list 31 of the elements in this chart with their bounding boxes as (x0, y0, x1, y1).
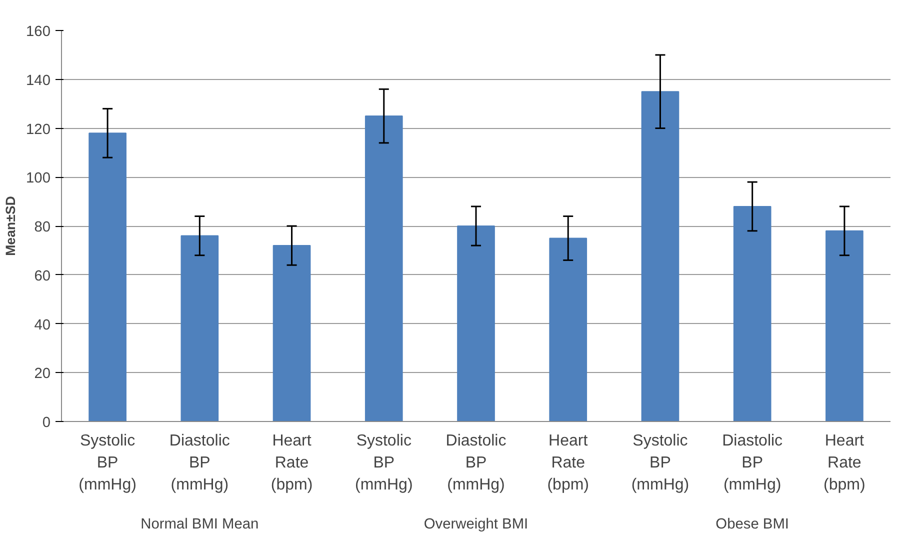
y-tick-label: 0 (42, 415, 51, 431)
y-tick-label: 120 (26, 122, 51, 138)
text: Obese BMI (716, 516, 789, 532)
bar (88, 132, 126, 422)
x-tick-label: Diastolic BP (mmHg) (169, 432, 230, 494)
x-tick-label: Systolic BP (mmHg) (355, 432, 413, 494)
bar (272, 245, 311, 422)
bar (733, 206, 772, 422)
bar (457, 226, 495, 422)
x-tick-label: Systolic BP (mmHg) (78, 432, 136, 494)
text: Overweight BMI (424, 516, 528, 532)
bar (364, 116, 403, 422)
y-tick-label: 100 (26, 170, 51, 187)
y-tick-label: 80 (34, 220, 51, 236)
x-tick-label: Diastolic BP (mmHg) (446, 432, 506, 494)
x-tick-label: Diastolic BP (mmHg) (722, 432, 783, 494)
y-tick-label: 60 (34, 268, 51, 284)
x-tick-label: Systolic BP (mmHg) (631, 432, 690, 494)
bar (549, 238, 588, 422)
y-tick-label: 40 (34, 317, 51, 334)
y-axis-title: Mean±SD (3, 196, 18, 256)
y-tick-label: 140 (26, 72, 51, 89)
bar (641, 91, 680, 422)
text: Normal BMI Mean (140, 516, 259, 532)
y-tick-label: 20 (34, 366, 51, 382)
bar (826, 230, 864, 422)
x-tick-label: Heart Rate (bpm) (270, 432, 313, 494)
y-tick-label: 160 (26, 24, 51, 40)
bar (180, 235, 219, 422)
x-tick-label: Heart Rate (bpm) (824, 432, 866, 494)
x-tick-label: Heart Rate (bpm) (547, 432, 589, 494)
